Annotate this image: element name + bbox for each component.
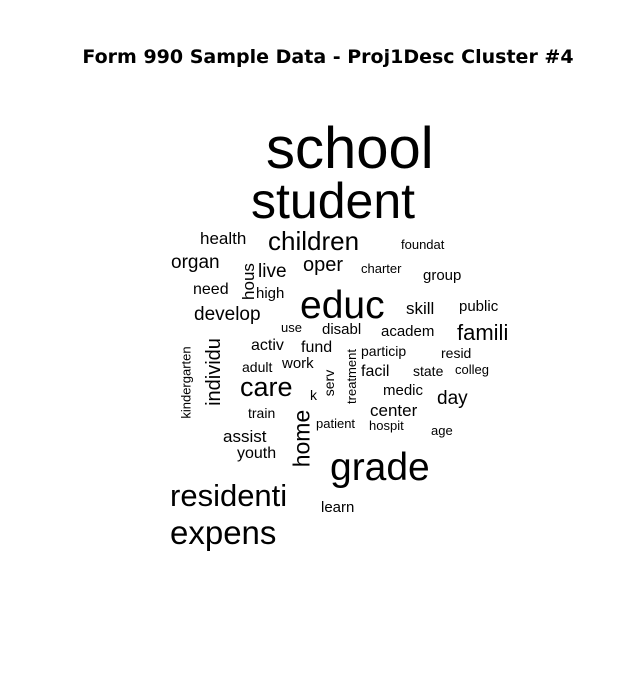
word-health: health (200, 229, 247, 248)
word-oper: oper (303, 254, 344, 276)
word-academ: academ (381, 323, 435, 340)
word-work: work (282, 355, 314, 372)
word-hous: hous (238, 262, 258, 300)
word-group: group (423, 267, 462, 284)
word-facil: facil (361, 363, 390, 380)
word-treatment: treatment (343, 348, 359, 404)
word-train: train (248, 405, 276, 421)
word-live: live (258, 261, 287, 282)
word-school: school (266, 116, 434, 181)
word-state: state (413, 363, 444, 379)
word-develop: develop (194, 304, 261, 325)
word-activ: activ (251, 337, 284, 354)
word-hospit: hospit (369, 418, 404, 433)
word-need: need (193, 281, 229, 298)
word-disabl: disabl (322, 321, 362, 338)
word-foundat: foundat (401, 237, 445, 252)
word-high: high (256, 285, 285, 302)
word-public: public (459, 298, 499, 315)
word-organ: organ (171, 252, 220, 273)
word-k: k (310, 387, 317, 403)
word-fund: fund (301, 339, 333, 356)
word-educ: educ (300, 284, 385, 327)
word-residenti: residenti (170, 478, 288, 513)
word-grade: grade (330, 446, 430, 489)
word-resid: resid (441, 345, 472, 361)
word-use: use (281, 320, 302, 335)
word-serv: serv (321, 369, 338, 397)
word-particip: particip (361, 343, 407, 359)
word-medic: medic (383, 382, 424, 399)
chart-title: Form 990 Sample Data - Proj1Desc Cluster… (82, 46, 574, 68)
word-skill: skill (406, 299, 435, 318)
word-children: children (268, 226, 360, 256)
word-individu: individu (202, 338, 225, 406)
word-colleg: colleg (455, 362, 489, 377)
word-patient: patient (316, 416, 356, 431)
word-youth: youth (237, 445, 277, 462)
word-adult: adult (242, 359, 273, 375)
word-day: day (437, 388, 468, 409)
word-learn: learn (321, 499, 355, 516)
word-kindergarten: kindergarten (178, 345, 194, 419)
word-home: home (288, 409, 315, 467)
word-age: age (431, 423, 453, 438)
word-center: center (370, 401, 418, 420)
word-care: care (240, 372, 293, 402)
word-student: student (251, 173, 416, 229)
word-charter: charter (361, 261, 402, 276)
word-famili: famili (457, 320, 509, 345)
word-assist: assist (223, 427, 267, 446)
word-expens: expens (170, 514, 277, 551)
